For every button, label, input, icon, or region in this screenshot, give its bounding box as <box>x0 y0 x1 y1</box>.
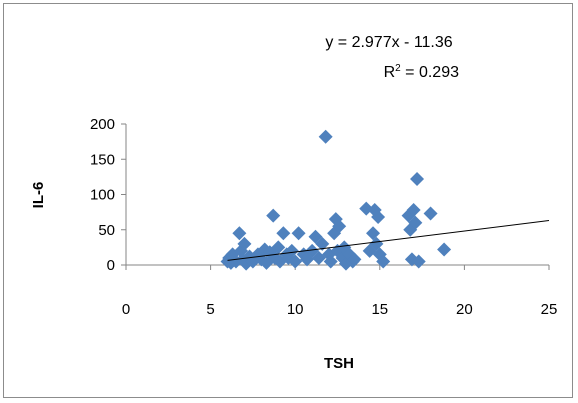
data-point <box>423 206 438 221</box>
data-point <box>359 201 374 216</box>
data-point <box>276 226 291 241</box>
x-tick-label: 20 <box>456 301 473 318</box>
data-point <box>266 208 281 223</box>
data-point <box>406 203 421 218</box>
x-axis-title: TSH <box>324 355 354 372</box>
data-point <box>408 215 423 230</box>
data-point <box>288 254 303 269</box>
r-squared-label: R2 = 0.293 <box>384 63 460 81</box>
y-ticks: 0 50 100 150 200 <box>90 116 126 274</box>
data-point <box>347 252 362 267</box>
y-tick-label: 150 <box>90 151 115 168</box>
data-point <box>284 243 299 258</box>
trendline <box>227 220 550 261</box>
data-point <box>318 129 333 144</box>
x-ticks: 0 5 10 15 20 25 <box>122 265 558 318</box>
data-point <box>410 171 425 186</box>
data-point <box>259 255 274 270</box>
data-point <box>315 236 330 251</box>
data-point <box>232 226 247 241</box>
data-point <box>369 236 384 251</box>
equation-label: y = 2.977x - 11.36 <box>325 34 452 51</box>
data-point <box>323 254 338 269</box>
x-tick-label: 5 <box>206 301 214 318</box>
data-point <box>291 226 306 241</box>
r-squared-prefix: R <box>384 64 396 81</box>
y-tick-label: 100 <box>90 187 115 204</box>
x-tick-label: 0 <box>122 301 130 318</box>
data-point <box>437 242 452 257</box>
scatter-plot: 0 50 100 150 200 0 5 10 15 20 25 y = 2.977x - 11.… <box>30 34 558 372</box>
x-tick-label: 25 <box>541 301 558 318</box>
y-tick-label: 50 <box>98 222 115 239</box>
chart-area: 0 50 100 150 200 0 5 10 15 20 25 y = 2.977x - 11.… <box>3 3 573 398</box>
data-point <box>366 226 381 241</box>
r-squared-value: = 0.293 <box>401 64 459 81</box>
data-point <box>376 254 391 269</box>
r-squared-superscript: 2 <box>395 63 401 74</box>
data-point <box>411 254 426 269</box>
data-point <box>237 236 252 251</box>
data-point <box>371 210 386 225</box>
x-tick-label: 15 <box>371 301 388 318</box>
y-axis-title: IL-6 <box>30 182 47 209</box>
y-tick-label: 200 <box>90 116 115 133</box>
x-tick-label: 10 <box>287 301 304 318</box>
y-tick-label: 0 <box>107 257 115 274</box>
data-point <box>332 219 347 234</box>
data-point <box>271 240 286 255</box>
data-points <box>220 129 452 271</box>
